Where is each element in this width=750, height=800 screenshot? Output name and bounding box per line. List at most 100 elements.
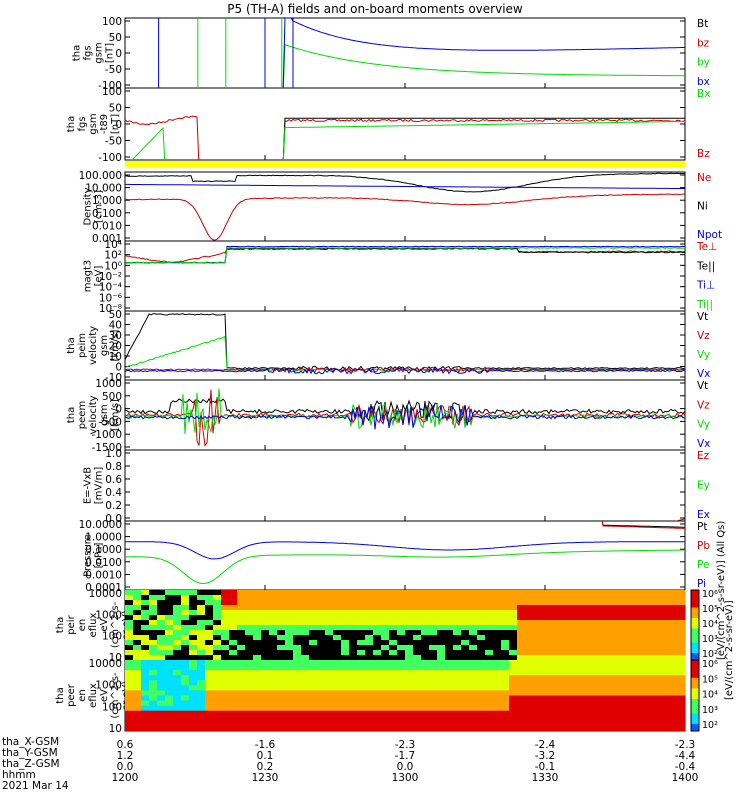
- spectrogram-peer-cell: [277, 720, 286, 727]
- spectrogram-peer-cell: [325, 715, 334, 722]
- ylabel-line-pressure: Pressure: [83, 534, 94, 577]
- spectrogram-peer-cell: [205, 690, 214, 697]
- spectrogram-peer-cell: [493, 695, 502, 702]
- spectrogram-peer-cell: [421, 690, 430, 697]
- spectrogram-peer-cell: [173, 725, 182, 732]
- ylabel-vi: tha peim velocity gsm [km/s]: [66, 326, 121, 365]
- spectrogram-peir-cell: [453, 640, 462, 646]
- spectrogram-peer-cell: [253, 710, 262, 717]
- spectrogram-peir-cell: [237, 625, 246, 631]
- spectrogram-peer-cell: [677, 695, 686, 702]
- spectrogram-peer-cell: [533, 720, 542, 727]
- spectrogram-peer-cell: [173, 695, 182, 702]
- spectrogram-peir-cell: [229, 610, 238, 616]
- ytick-label-fgs: 50: [109, 32, 122, 44]
- spectrogram-peer-cell: [637, 665, 646, 671]
- spectrogram-peir-cell: [533, 615, 542, 621]
- ytick-label-fgs: -100: [98, 80, 122, 92]
- spectrogram-peer-cell: [213, 725, 222, 732]
- spectrogram-peir-cell: [565, 615, 574, 621]
- spectrogram-peer-cell: [213, 660, 222, 666]
- spectrogram-peir-cell: [197, 645, 206, 651]
- spectrogram-peir-cell: [221, 610, 230, 616]
- spectrogram-peir-cell: [197, 600, 206, 606]
- spectrogram-peer-cell: [445, 665, 454, 671]
- spectrogram-peer-cell: [157, 680, 166, 686]
- eph-value: -0.4: [675, 761, 696, 773]
- spectrogram-peir-cell: [189, 605, 198, 611]
- spectrogram-peer-cell: [525, 695, 534, 702]
- spectrogram-peer-cell: [661, 720, 670, 727]
- spectrogram-peer-cell: [533, 680, 542, 686]
- spectrogram-peer-cell: [237, 660, 246, 666]
- spectrogram-peer-cell: [469, 705, 478, 712]
- spectrogram-peir-cell: [301, 615, 310, 621]
- ytick-label-efield: 0.0: [105, 513, 122, 525]
- spectrogram-peir-cell: [589, 655, 598, 661]
- spectrogram-peer-cell: [365, 685, 374, 692]
- spectrogram-peer-cell: [349, 660, 358, 666]
- spectrogram-peer-cell: [645, 680, 654, 686]
- spectrogram-peir-cell: [133, 650, 142, 656]
- spectrogram-peir-cell: [333, 640, 342, 646]
- spectrogram-peer-cell: [653, 680, 662, 686]
- spectrogram-peir-cell: [501, 595, 510, 601]
- ylabel-fgs: tha fgs gsm [nT]: [72, 42, 116, 63]
- spectrogram-peer-cell: [317, 720, 326, 727]
- spectrogram-peir-cell: [253, 625, 262, 631]
- spectrogram-peir-cell: [541, 620, 550, 626]
- ytick-label-pressure: 0.1000: [85, 544, 122, 556]
- spectrogram-peer-cell: [469, 680, 478, 686]
- spectrogram-peer-cell: [149, 710, 158, 717]
- spectrogram-peir-cell: [397, 610, 406, 616]
- spectrogram-peer-cell: [565, 720, 574, 727]
- spectrogram-peir-cell: [373, 600, 382, 606]
- spectrogram-peer-cell: [461, 700, 470, 707]
- spectrogram-peer-cell: [365, 660, 374, 666]
- spectrogram-peer-cell: [589, 700, 598, 707]
- spectrogram-peer-cell: [389, 710, 398, 717]
- ylabel-line-vi: peim: [77, 333, 88, 358]
- spectrogram-peir-cell: [381, 615, 390, 621]
- legend-fgs-2: by: [697, 57, 710, 69]
- spectrogram-peer-cell: [125, 700, 134, 707]
- spectrogram-peer-cell: [141, 685, 150, 692]
- spectrogram-peir-cell: [525, 610, 534, 616]
- spectrogram-peir-cell: [421, 605, 430, 611]
- spectrogram-peir-cell: [141, 650, 150, 656]
- spectrogram-peer-cell: [549, 710, 558, 717]
- spectrogram-peir-cell: [229, 605, 238, 611]
- spectrogram-peir-cell: [637, 655, 646, 661]
- legend-temp-2: Ti⊥: [696, 280, 715, 292]
- spectrogram-peir-cell: [661, 610, 670, 616]
- spectrogram-peir-cell: [541, 645, 550, 651]
- spectrogram-peer-cell: [509, 660, 518, 666]
- spectrogram-peer-cell: [661, 710, 670, 717]
- spectrogram-peer-cell: [621, 685, 630, 692]
- spectrogram-peer-cell: [437, 720, 446, 727]
- spectrogram-peer-cell: [309, 660, 318, 666]
- spectrogram-peer-cell: [533, 710, 542, 717]
- spectrogram-peir-cell: [549, 590, 558, 596]
- spectrogram-peir-cell: [421, 630, 430, 636]
- spectrogram-peir-cell: [229, 595, 238, 601]
- spectrogram-peer-cell: [253, 660, 262, 666]
- spectrogram-peer-cell: [525, 690, 534, 697]
- spectrogram-peir-cell: [629, 645, 638, 651]
- spectrogram-peir-cell: [501, 640, 510, 646]
- spectrogram-peer-cell: [285, 700, 294, 707]
- spectrogram-peer-cell: [237, 665, 246, 671]
- colorbar-tick: 10²: [702, 649, 718, 660]
- spectrogram-peer-cell: [557, 665, 566, 671]
- spectrogram-peir-cell: [557, 630, 566, 636]
- spectrogram-peer-cell: [357, 715, 366, 722]
- spectrogram-peir-cell: [469, 590, 478, 596]
- spectrogram-peer-cell: [573, 700, 582, 707]
- ytick-label-ve: 0: [115, 404, 122, 416]
- spectrogram-peir-cell: [589, 610, 598, 616]
- spectrogram-peer-cell: [325, 685, 334, 692]
- spectrogram-peer-cell: [549, 705, 558, 712]
- legend-pressure-1: Pb: [697, 540, 710, 552]
- spectrogram-peir-cell: [637, 635, 646, 641]
